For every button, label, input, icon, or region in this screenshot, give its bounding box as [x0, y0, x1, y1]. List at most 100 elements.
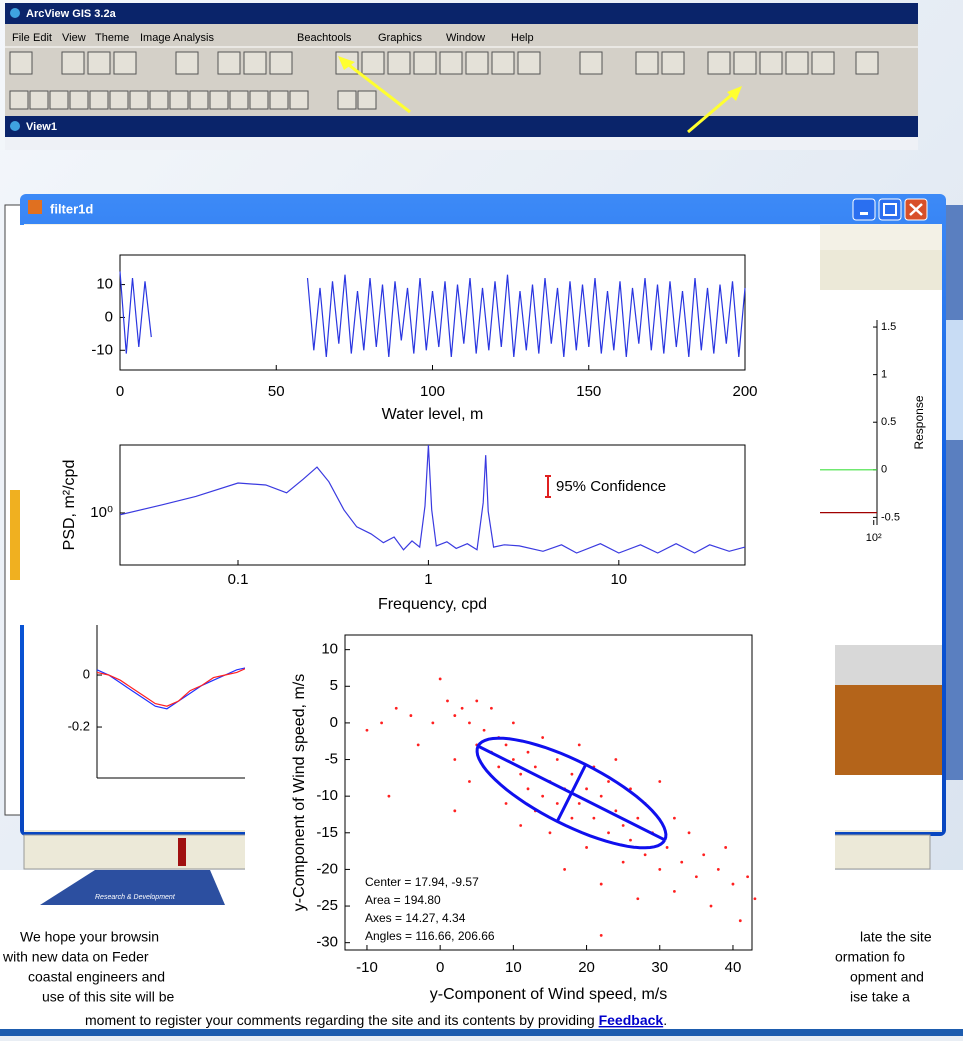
- data-point: [380, 722, 383, 725]
- y-tick-label: -10: [316, 787, 338, 804]
- data-point: [724, 846, 727, 849]
- tool-button[interactable]: [270, 91, 288, 109]
- tool-button[interactable]: [114, 52, 136, 74]
- tool-button[interactable]: [812, 52, 834, 74]
- maximize-button[interactable]: [879, 199, 901, 220]
- tool-button[interactable]: [358, 91, 376, 109]
- tool-button[interactable]: [10, 91, 28, 109]
- tool-button[interactable]: [662, 52, 684, 74]
- y-tick-label: -15: [316, 824, 338, 841]
- data-point: [527, 751, 530, 754]
- tool-button[interactable]: [760, 52, 782, 74]
- app-icon: [10, 8, 20, 18]
- tool-button[interactable]: [492, 52, 514, 74]
- y-tick-label: -20: [316, 860, 338, 877]
- data-point: [614, 758, 617, 761]
- tool-button[interactable]: [786, 52, 808, 74]
- data-point: [607, 831, 610, 834]
- tool-button[interactable]: [270, 52, 292, 74]
- tool-button[interactable]: [362, 52, 384, 74]
- tool-button[interactable]: [440, 52, 462, 74]
- data-point: [673, 817, 676, 820]
- tool-button[interactable]: [176, 52, 198, 74]
- y-axis-label: y-Component of Wind speed, m/s: [291, 674, 308, 911]
- tool-button[interactable]: [580, 52, 602, 74]
- tool-button[interactable]: [856, 52, 878, 74]
- data-point: [622, 824, 625, 827]
- data-point: [541, 736, 544, 739]
- ellipse-label: Center = 17.94, -9.57: [365, 875, 479, 889]
- menu-item[interactable]: Window: [446, 32, 485, 44]
- data-point: [673, 890, 676, 893]
- menu-item[interactable]: File: [12, 32, 30, 44]
- tool-button[interactable]: [62, 52, 84, 74]
- tool-button[interactable]: [150, 91, 168, 109]
- tool-button[interactable]: [30, 91, 48, 109]
- x-axis-label: Frequency, cpd: [378, 596, 487, 613]
- tool-button[interactable]: [130, 91, 148, 109]
- data-point: [622, 861, 625, 864]
- x-tick-label: 10: [610, 571, 627, 588]
- filter-title[interactable]: filter1d: [50, 201, 93, 216]
- filter-icon: [28, 200, 42, 214]
- data-point: [717, 868, 720, 871]
- tool-button[interactable]: [170, 91, 188, 109]
- tool-button[interactable]: [338, 91, 356, 109]
- text: moment to register your comments regardi…: [85, 1012, 599, 1028]
- data-point: [388, 795, 391, 798]
- menu-item[interactable]: Help: [511, 32, 534, 44]
- data-point: [658, 780, 661, 783]
- data-point: [519, 773, 522, 776]
- menu-item[interactable]: Edit: [33, 32, 52, 44]
- tool-button[interactable]: [708, 52, 730, 74]
- y2-tick-label: 1.5: [881, 321, 896, 333]
- menu-item[interactable]: View: [62, 32, 86, 44]
- data-point: [629, 839, 632, 842]
- feedback-link[interactable]: Feedback: [599, 1012, 664, 1028]
- side-decoration: [945, 320, 963, 440]
- tool-button[interactable]: [388, 52, 410, 74]
- data-point: [666, 846, 669, 849]
- tool-button[interactable]: [230, 91, 248, 109]
- tool-button[interactable]: [90, 91, 108, 109]
- menu-item[interactable]: Graphics: [378, 32, 423, 44]
- tool-button[interactable]: [636, 52, 658, 74]
- minimize-glyph: [860, 212, 868, 215]
- tool-button[interactable]: [88, 52, 110, 74]
- minimize-button[interactable]: [853, 199, 875, 220]
- y-tick-label: -5: [325, 751, 338, 768]
- data-point: [512, 758, 515, 761]
- webpage-text: opment and: [850, 969, 924, 985]
- tool-button[interactable]: [414, 52, 436, 74]
- data-point: [497, 765, 500, 768]
- x-tick-label: 10: [505, 959, 522, 976]
- tool-button[interactable]: [10, 52, 32, 74]
- y2-tick-label: 1: [881, 369, 887, 381]
- tool-button[interactable]: [210, 91, 228, 109]
- tool-button[interactable]: [190, 91, 208, 109]
- webpage-text: ise take a: [850, 989, 910, 1005]
- data-point: [461, 707, 464, 710]
- data-point: [578, 802, 581, 805]
- tool-button[interactable]: [734, 52, 756, 74]
- menu-item[interactable]: Theme: [95, 32, 129, 44]
- data-point: [658, 868, 661, 871]
- tool-button[interactable]: [70, 91, 88, 109]
- tool-button[interactable]: [290, 91, 308, 109]
- image-panel-top: [835, 645, 942, 685]
- ellipse-label: Area = 194.80: [365, 893, 441, 907]
- tool-button[interactable]: [50, 91, 68, 109]
- y-tick-label: -0.2: [68, 718, 90, 733]
- menu-item[interactable]: Image Analysis: [140, 32, 214, 44]
- data-point: [541, 795, 544, 798]
- tool-button[interactable]: [518, 52, 540, 74]
- data-point: [600, 934, 603, 937]
- tool-button[interactable]: [250, 91, 268, 109]
- tool-button[interactable]: [244, 52, 266, 74]
- tool-button[interactable]: [218, 52, 240, 74]
- tool-button[interactable]: [466, 52, 488, 74]
- menu-item[interactable]: Beachtools: [297, 32, 352, 44]
- x-tick-label: 200: [732, 383, 757, 400]
- tool-button[interactable]: [110, 91, 128, 109]
- view-titlebar: [5, 116, 918, 137]
